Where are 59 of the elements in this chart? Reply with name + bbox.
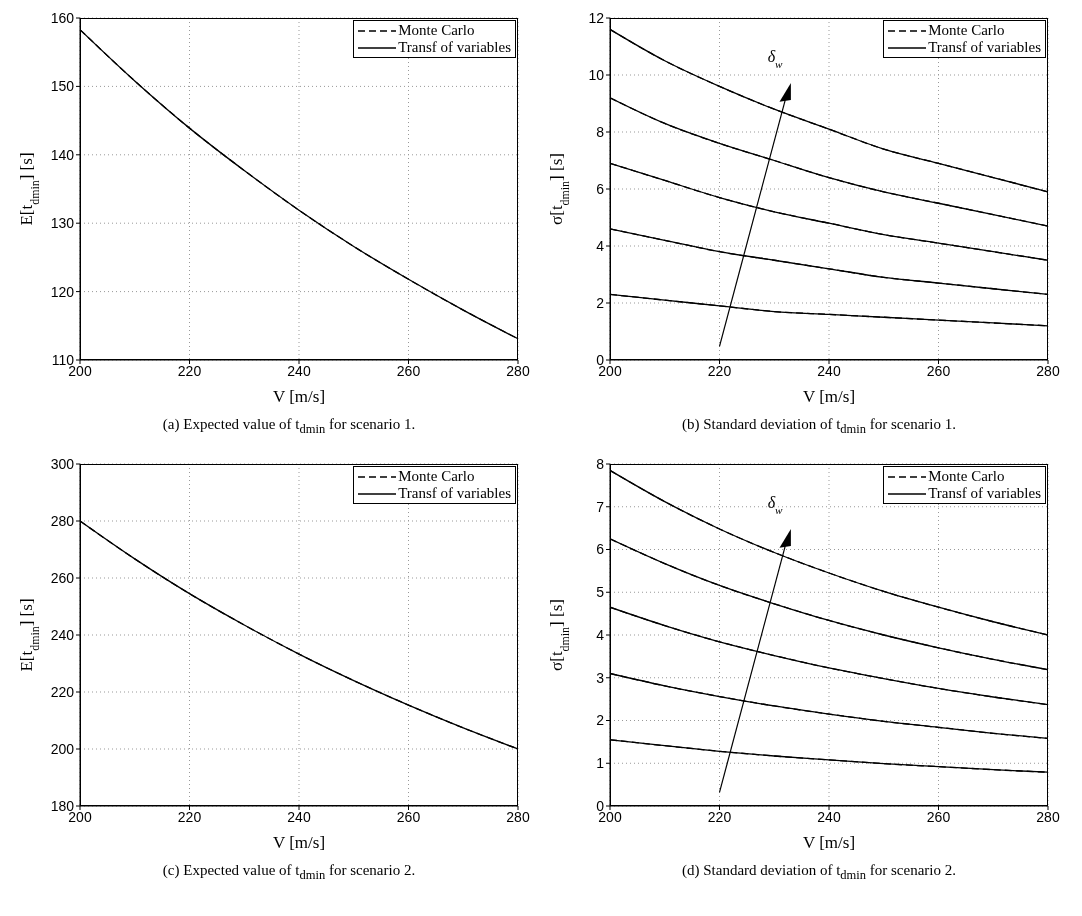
y-tick-label: 10 — [588, 66, 605, 83]
legend-label: Transf of variables — [398, 39, 511, 56]
y-tick-label: 4 — [596, 237, 605, 254]
y-tick-label: 6 — [596, 541, 605, 558]
x-tick-label: 260 — [396, 808, 421, 825]
annotation: δ$_{w}$ — [767, 48, 784, 71]
legend-label: Monte Carlo — [398, 22, 475, 39]
y-tick-label: 200 — [50, 740, 75, 757]
y-tick-label: 12 — [588, 9, 605, 26]
y-tick-label: 3 — [596, 669, 605, 686]
y-tick-label: 300 — [50, 455, 75, 472]
y-tick-label: 8 — [596, 455, 605, 472]
legend-label: Transf of variables — [928, 485, 1041, 502]
x-tick-label: 220 — [707, 362, 732, 379]
x-tick-label: 280 — [1036, 362, 1060, 379]
x-tick-label: 220 — [707, 808, 732, 825]
x-tick-label: 280 — [1036, 808, 1060, 825]
legend-label: Transf of variables — [928, 39, 1041, 56]
y-tick-label: 5 — [596, 584, 605, 601]
text: (a) Expected value of t$_{dmin}$ for scenario 1. — [161, 416, 417, 438]
y-tick-label: 160 — [50, 9, 75, 26]
y-tick-label: 2 — [596, 712, 605, 729]
legend-label: Monte Carlo — [928, 22, 1005, 39]
y-tick-label: 1 — [596, 755, 605, 772]
x-tick-label: 260 — [926, 808, 951, 825]
x-axis-title: V [m/s] — [802, 833, 856, 852]
text: (d) Standard deviation of t$_{dmin}$ for scenario 2. — [681, 862, 957, 884]
text: (c) Expected value of t$_{dmin}$ for scenario 2. — [161, 862, 417, 884]
legend-label: Monte Carlo — [928, 468, 1005, 485]
text: (b) Standard deviation of t$_{dmin}$ for scenario 1. — [681, 416, 957, 438]
y-tick-label: 6 — [596, 180, 605, 197]
x-axis-title: V [m/s] — [802, 387, 856, 406]
y-tick-label: 240 — [50, 626, 75, 643]
y-tick-label: 4 — [596, 626, 605, 643]
y-tick-label: 8 — [596, 123, 605, 140]
x-axis-title: V [m/s] — [272, 833, 326, 852]
x-tick-label: 280 — [506, 808, 530, 825]
x-tick-label: 260 — [926, 362, 951, 379]
y-tick-label: 280 — [50, 512, 75, 529]
x-tick-label: 240 — [287, 808, 311, 825]
y-tick-label: 260 — [50, 569, 75, 586]
y-tick-label: 220 — [50, 683, 75, 700]
y-tick-label: 140 — [50, 146, 75, 163]
x-axis-title: V [m/s] — [272, 387, 326, 406]
legend-label: Monte Carlo — [398, 468, 475, 485]
legend-label: Transf of variables — [398, 485, 511, 502]
x-tick-label: 240 — [817, 808, 841, 825]
y-tick-label: 150 — [50, 78, 75, 95]
annotation: δ$_{w}$ — [767, 494, 784, 517]
y-tick-label: 120 — [50, 283, 75, 300]
y-tick-label: 7 — [596, 498, 605, 515]
x-tick-label: 240 — [287, 362, 311, 379]
y-tick-label: 130 — [50, 215, 75, 232]
x-tick-label: 220 — [177, 808, 202, 825]
x-tick-label: 220 — [177, 362, 202, 379]
y-tick-label: 2 — [596, 294, 605, 311]
x-tick-label: 260 — [396, 362, 421, 379]
x-tick-label: 240 — [817, 362, 841, 379]
x-tick-label: 280 — [506, 362, 530, 379]
